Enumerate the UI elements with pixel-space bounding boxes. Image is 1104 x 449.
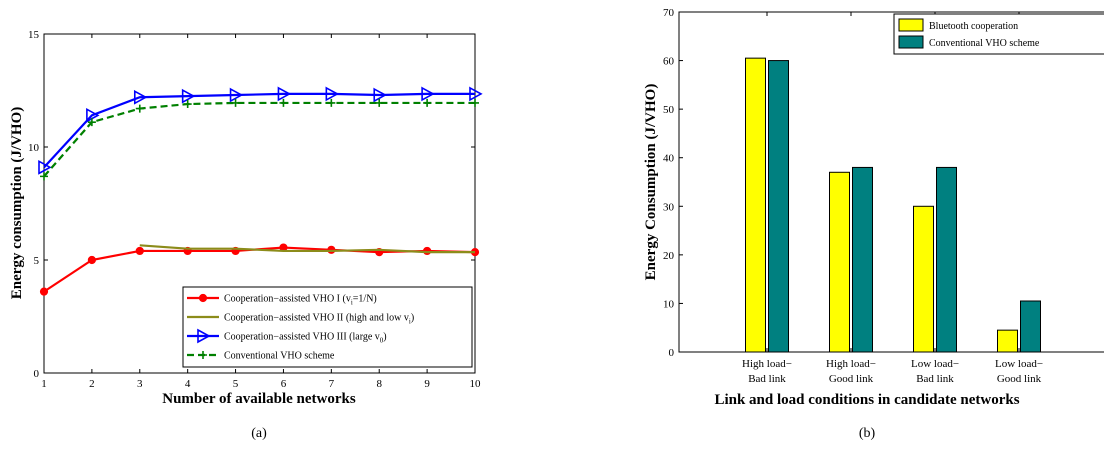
chart-b-y-tick-label: 40 [663,153,675,165]
chart-b-bar-conventional [1021,301,1041,352]
chart-b-y-tick-label: 50 [663,104,675,116]
chart-b-legend-entry: Conventional VHO scheme [899,36,1040,49]
chart-a-x-tick-label: 4 [185,378,191,390]
chart-a-data-point [40,288,47,295]
chart-a-y-tick-label: 0 [34,368,40,380]
chart-b-x-axis-label: Link and load conditions in candidate ne… [714,392,1019,408]
chart-a-data-point [199,294,206,301]
chart-b-y-tick-label: 30 [663,201,675,213]
chart-b-bar-bluetooth [998,330,1018,352]
chart-b-caption: (b) [859,426,876,441]
chart-b-legend-entry: Bluetooth cooperation [899,19,1018,32]
chart-b-bar-bluetooth [830,172,850,352]
chart-b-category-label: Low load− Good link [995,358,1043,385]
chart-a-y-tick-label: 5 [34,255,40,267]
chart-b-y-tick-label: 0 [669,347,675,359]
chart-b-legend-label: Bluetooth cooperation [929,21,1018,32]
chart-b-bar-conventional [769,61,789,352]
chart-b-y-tick-label: 60 [663,56,675,68]
chart-a-x-tick-label: 3 [137,378,143,390]
chart-a-legend: Cooperation−assisted VHO I (vi=1/N)Coope… [183,287,472,367]
chart-a-caption: (a) [251,426,267,441]
chart-b-y-tick-label: 70 [663,7,675,19]
chart-a-x-tick-label: 7 [329,378,335,390]
chart-b: 0 10 20 30 40 50 60 70 High load− Bad link High l… [643,7,1104,441]
chart-a-x-axis-label: Number of available networks [162,391,356,407]
chart-a-x-tick-label: 1 [41,378,47,390]
chart-a-legend-label: Conventional VHO scheme [224,351,335,362]
chart-b-y-tick-label: 10 [663,298,675,310]
chart-a-x-tick-label: 8 [376,378,382,390]
chart-a-x-tick-label: 9 [424,378,430,390]
chart-a-y-tick-label: 15 [28,29,40,41]
chart-b-bar-conventional [937,167,957,352]
chart-b-legend-swatch [899,19,923,31]
chart-a-x-tick-label: 6 [281,378,287,390]
chart-a-x-tick-label: 10 [470,378,482,390]
chart-b-y-tick-label: 20 [663,250,675,262]
chart-a-data-point [88,256,95,263]
chart-a-x-tick-label: 5 [233,378,239,390]
chart-a-x-tick-label: 2 [89,378,95,390]
chart-b-legend-swatch [899,36,923,48]
chart-b-category-label: High load− Good link [826,358,876,385]
chart-b-legend: Bluetooth cooperation Conventional VHO sc… [894,14,1104,54]
chart-a-y-tick-label: 10 [28,142,40,154]
chart-a-data-point [136,247,143,254]
chart-b-y-axis-label: Energy Consumption (J/VHO) [643,84,659,281]
chart-b-bar-bluetooth [914,206,934,352]
chart-b-bar-bluetooth [746,58,766,352]
chart-a-y-axis-label: Energy consumption (J/VHO) [9,107,25,300]
chart-b-bar-conventional [853,167,873,352]
chart-b-category-label: High load− Bad link [742,358,792,385]
chart-b-legend-label: Conventional VHO scheme [929,38,1040,49]
chart-a: 1 2 3 4 5 6 7 8 9 10 0 5 10 15 Cooperation−assisted V… [9,29,481,441]
chart-b-category-label: Low load− Bad link [911,358,959,385]
